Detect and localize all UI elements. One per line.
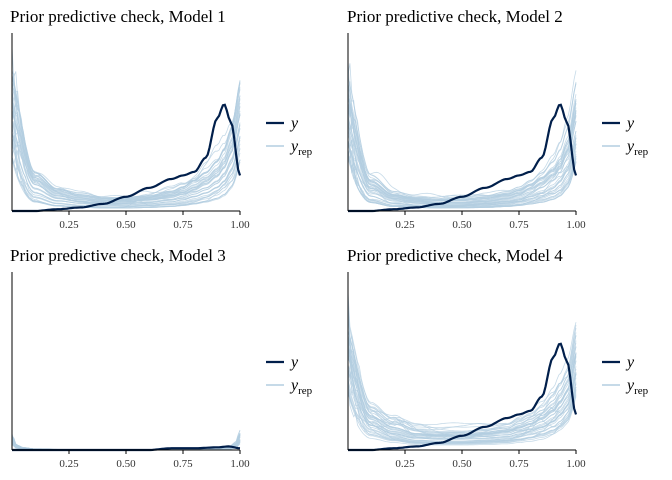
yrep-series-group <box>347 61 577 209</box>
yrep-draw-line <box>347 150 577 208</box>
yrep-draw-line <box>347 129 577 205</box>
legend: y yrep <box>602 354 649 397</box>
yrep-draw-line <box>347 61 577 200</box>
panel-title: Prior predictive check, Model 4 <box>347 246 563 265</box>
yrep-draw-line <box>347 111 577 204</box>
yrep-draw-line <box>11 144 241 207</box>
legend-yrep-label: yrep <box>625 377 649 397</box>
x-tick-label: 0.75 <box>173 219 193 231</box>
panel-model-4: Prior predictive check, Model 4 0.25 0.5… <box>347 246 649 470</box>
yrep-draw-line <box>347 158 577 209</box>
legend-yrep-label: yrep <box>289 377 313 397</box>
yrep-draw-line <box>11 46 241 199</box>
yrep-draw-line <box>11 133 241 206</box>
legend: y yrep <box>266 115 313 158</box>
yrep-draw-line <box>11 109 241 203</box>
yrep-series-group <box>11 46 241 209</box>
x-tick-label: 0.25 <box>59 219 79 231</box>
y-series-line <box>348 342 578 452</box>
x-tick-label: 0.75 <box>509 458 529 470</box>
panel-model-3: Prior predictive check, Model 3 0.25 0.5… <box>10 246 313 470</box>
legend-y-label: y <box>289 115 299 132</box>
yrep-draw-line <box>11 95 241 201</box>
yrep-draw-line <box>11 113 241 205</box>
panel-model-2: Prior predictive check, Model 2 0.25 0.5… <box>347 7 649 231</box>
yrep-draw-line <box>347 371 577 446</box>
yrep-draw-line <box>11 82 241 200</box>
yrep-draw-line <box>347 122 577 206</box>
x-tick-label: 0.25 <box>59 458 79 470</box>
yrep-draw-line <box>347 83 577 200</box>
yrep-draw-line <box>11 119 241 204</box>
panel-title: Prior predictive check, Model 1 <box>10 7 226 26</box>
y-series-line <box>348 103 578 213</box>
yrep-draw-line <box>11 145 241 209</box>
yrep-draw-line <box>347 291 577 426</box>
yrep-draw-line <box>347 104 577 201</box>
yrep-draw-line <box>11 136 241 208</box>
yrep-draw-line <box>347 392 577 445</box>
x-tick-label: 1.00 <box>566 458 586 470</box>
x-tick-label: 1.00 <box>230 219 250 231</box>
x-tick-label: 0.50 <box>452 458 472 470</box>
x-tick-label: 0.50 <box>452 219 472 231</box>
yrep-draw-line <box>347 367 577 440</box>
x-tick-label: 1.00 <box>566 219 586 231</box>
panel-model-1: Prior predictive check, Model 1 0.25 0.5… <box>10 7 313 231</box>
yrep-draw-line <box>347 117 577 204</box>
yrep-draw-line <box>11 105 241 202</box>
yrep-draw-line <box>347 302 577 430</box>
y-series-line <box>12 103 242 213</box>
yrep-draw-line <box>11 81 241 201</box>
yrep-draw-line <box>347 354 577 443</box>
x-tick-label: 0.50 <box>116 219 136 231</box>
legend: y yrep <box>266 354 313 397</box>
legend-y-label: y <box>625 115 635 132</box>
yrep-draw-line <box>347 70 577 201</box>
x-tick-label: 1.00 <box>230 458 250 470</box>
legend-yrep-label: yrep <box>625 138 649 158</box>
legend: y yrep <box>602 115 649 158</box>
panel-title: Prior predictive check, Model 3 <box>10 246 226 265</box>
x-tick-label: 0.75 <box>173 458 193 470</box>
legend-y-label: y <box>289 354 299 371</box>
x-tick-label: 0.25 <box>395 219 415 231</box>
x-tick-label: 0.25 <box>395 458 415 470</box>
yrep-draw-line <box>347 154 577 208</box>
yrep-draw-line <box>347 369 577 439</box>
legend-yrep-label: yrep <box>289 138 313 158</box>
yrep-series-group <box>347 291 577 446</box>
x-tick-label: 0.50 <box>116 458 136 470</box>
x-tick-label: 0.75 <box>509 219 529 231</box>
legend-y-label: y <box>625 354 635 371</box>
panel-title: Prior predictive check, Model 2 <box>347 7 563 26</box>
yrep-draw-line <box>347 321 577 429</box>
